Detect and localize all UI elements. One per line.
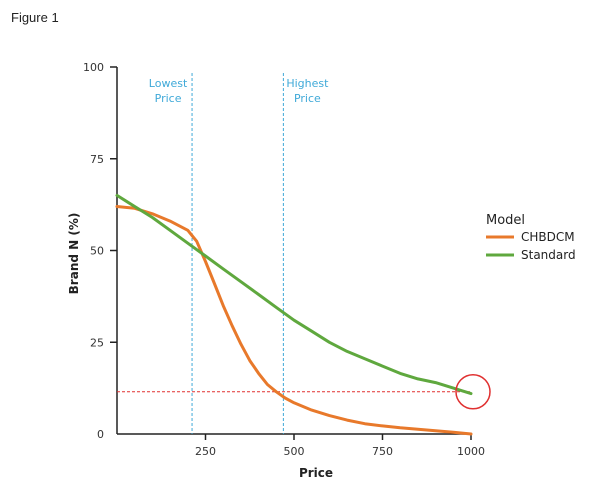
highlight-circle <box>455 374 491 410</box>
highest-price-label: Price <box>294 92 321 105</box>
x-tick-label: 250 <box>195 445 216 458</box>
y-tick-label: 50 <box>90 245 104 258</box>
y-tick-label: 75 <box>90 153 104 166</box>
series-line-chbdcm <box>115 205 473 436</box>
legend-label-chbdcm: CHBDCM <box>521 230 575 244</box>
lowest-price-label: Price <box>155 92 182 105</box>
series-line-standard <box>115 193 473 396</box>
legend-label-standard: Standard <box>521 248 576 262</box>
y-tick-label: 0 <box>97 428 104 441</box>
y-axis-title: Brand N (%) <box>67 213 81 295</box>
x-tick-label: 1000 <box>457 445 485 458</box>
x-tick-label: 750 <box>372 445 393 458</box>
x-tick-label: 500 <box>284 445 305 458</box>
y-tick-label: 100 <box>83 61 104 74</box>
highest-price-label: Highest <box>286 77 329 90</box>
lowest-price-label: Lowest <box>149 77 188 90</box>
x-axis-title: Price <box>299 466 333 480</box>
legend-title: Model <box>486 213 525 228</box>
y-tick-label: 25 <box>90 336 104 349</box>
figure-label: Figure 1 <box>11 10 59 25</box>
